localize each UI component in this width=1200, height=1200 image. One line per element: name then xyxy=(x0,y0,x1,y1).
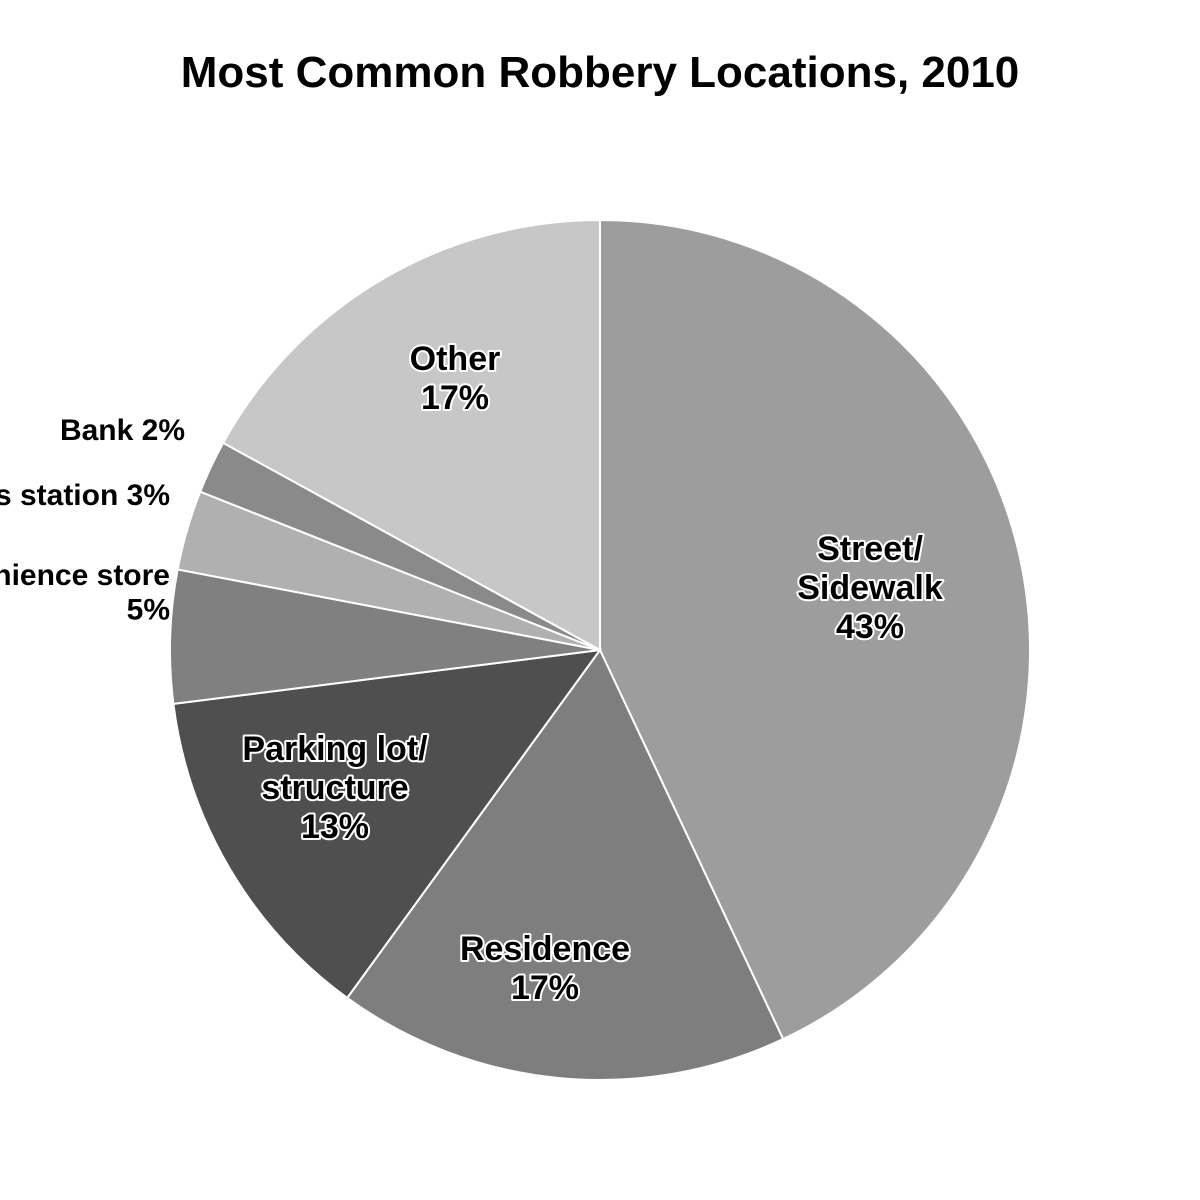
slice-label: Gas station 3% xyxy=(0,479,170,512)
slice-label: Other17% xyxy=(410,340,501,417)
chart-container: { "chart": { "type": "pie", "title": "Mo… xyxy=(0,0,1200,1200)
pie-chart: Street/Sidewalk43%Residence17%Parking lo… xyxy=(0,0,1200,1200)
chart-title: Most Common Robbery Locations, 2010 xyxy=(0,48,1200,98)
slice-label: Convenience store5% xyxy=(0,559,170,627)
slice-label: Bank 2% xyxy=(60,414,185,447)
